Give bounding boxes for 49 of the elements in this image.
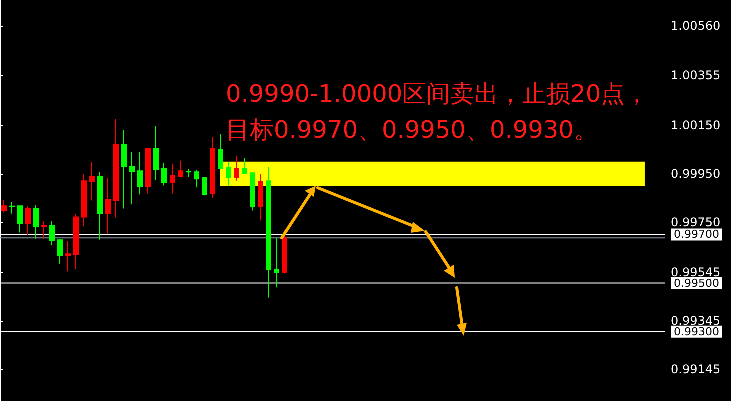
candlestick xyxy=(258,174,263,222)
y-tick-label: 0.99145 xyxy=(671,362,721,376)
candlestick xyxy=(242,158,247,174)
candlestick xyxy=(178,160,183,178)
y-tick-label: 1.00560 xyxy=(671,18,721,33)
candlestick xyxy=(1,200,7,214)
candlestick xyxy=(137,151,143,196)
ref-line-label: 0.99300 xyxy=(674,325,720,338)
candlestick xyxy=(282,230,287,274)
ref-line-label: 0.99700 xyxy=(674,228,720,242)
candlestick xyxy=(186,168,191,178)
candlestick xyxy=(210,136,215,198)
candlestick xyxy=(105,177,111,234)
candlestick xyxy=(33,204,39,240)
candlestick xyxy=(250,172,255,212)
candlestick xyxy=(89,162,95,202)
candlestick xyxy=(65,240,71,272)
candlestick xyxy=(153,125,159,181)
candlestick xyxy=(202,177,207,196)
candlestick xyxy=(17,206,23,234)
candlestick xyxy=(57,238,63,264)
candlestick xyxy=(129,151,135,206)
candlestick xyxy=(161,162,167,186)
candlestick xyxy=(41,220,47,240)
y-tick-label: 0.99750 xyxy=(671,216,721,230)
candlestick xyxy=(145,148,151,194)
candlestick xyxy=(81,174,87,228)
candlestick xyxy=(25,206,31,236)
y-tick-label: 0.99950 xyxy=(671,167,721,182)
candlestick xyxy=(234,156,239,182)
candlestick xyxy=(49,220,55,246)
candlestick xyxy=(226,162,231,186)
candlestick xyxy=(194,170,199,188)
y-tick-label: 0.99545 xyxy=(671,265,721,280)
candlestick xyxy=(274,238,279,288)
candlestick xyxy=(121,130,127,210)
candlestick xyxy=(73,214,79,270)
annotation: 0.9990-1.0000区间卖出，止损20点， xyxy=(226,80,650,108)
y-tick-label: 0.99345 xyxy=(671,314,721,328)
ref-line-label: 0.99500 xyxy=(674,276,720,290)
candlestick xyxy=(266,166,271,298)
candlestick xyxy=(9,201,15,214)
annotation: 目标0.9970、0.9950、0.9930。 xyxy=(226,116,598,144)
candlestick xyxy=(97,172,103,240)
candlestick xyxy=(170,164,175,194)
y-tick-label: 1.00355 xyxy=(671,68,721,83)
candlestick xyxy=(113,118,119,218)
candlestick xyxy=(218,133,223,170)
y-tick-label: 1.00150 xyxy=(671,118,721,132)
